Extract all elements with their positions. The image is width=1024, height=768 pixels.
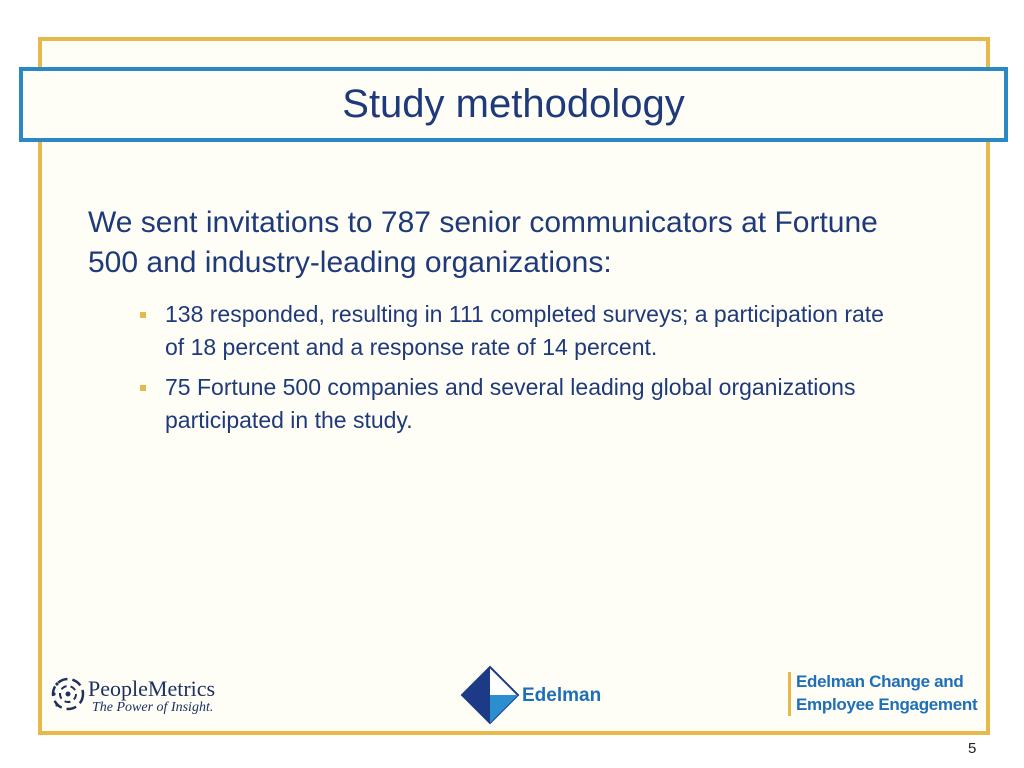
- logo-divider: [788, 672, 791, 716]
- peoplemetrics-name: PeopleMetrics: [88, 676, 216, 701]
- square-bullet-icon: [140, 385, 146, 391]
- bullet-text: 75 Fortune 500 companies and several lea…: [165, 374, 856, 433]
- bullet-item: 75 Fortune 500 companies and several lea…: [140, 371, 900, 437]
- peoplemetrics-tagline: The Power of Insight.: [92, 700, 214, 715]
- slide-title: Study methodology: [342, 82, 685, 126]
- edelman-name: Edelman: [522, 685, 602, 706]
- title-box: Study methodology: [19, 67, 1008, 142]
- bullet-item: 138 responded, resulting in 111 complete…: [140, 298, 900, 364]
- square-bullet-icon: [140, 312, 146, 318]
- edelman-logo: Edelman: [460, 665, 620, 725]
- bullet-list: 138 responded, resulting in 111 complete…: [140, 298, 900, 444]
- slide-frame: [38, 37, 990, 735]
- bullet-text: 138 responded, resulting in 111 complete…: [165, 301, 884, 360]
- page-number: 5: [968, 740, 977, 757]
- edelman-change-line2: Employee Engagement: [796, 695, 978, 714]
- edelman-diamond-icon: [460, 665, 520, 725]
- edelman-change-line1: Edelman Change and: [796, 672, 964, 691]
- edelman-change-logo: Edelman Change and Employee Engagement: [788, 670, 978, 720]
- intro-text: We sent invitations to 787 senior commun…: [88, 206, 878, 279]
- peoplemetrics-swirl-icon: [51, 677, 85, 711]
- peoplemetrics-logo: PeopleMetrics The Power of Insight.: [48, 672, 248, 720]
